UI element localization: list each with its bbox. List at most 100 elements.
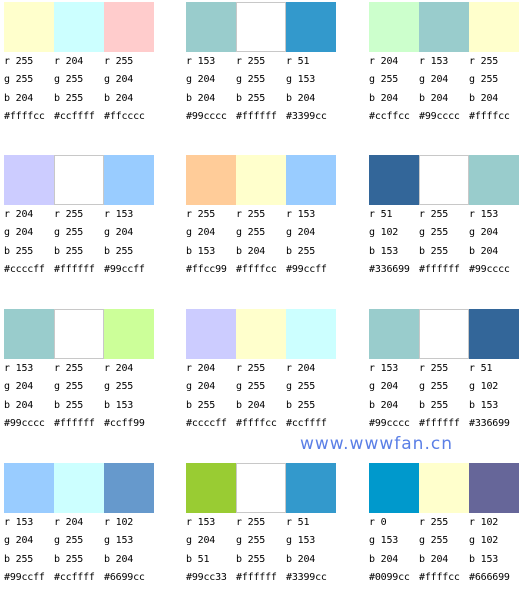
hex-code: #ffffff	[236, 110, 277, 122]
color-palette: r 51 g 102 b 153 #336699 r 255 g 255 b 255 #fff…	[369, 155, 519, 279]
hex-code: #99cccc	[419, 110, 460, 122]
swatch-row	[186, 463, 336, 513]
color-swatch	[469, 2, 519, 52]
blue-value: b 255	[4, 553, 34, 565]
red-value: r 255	[186, 209, 216, 220]
red-value: r 153	[4, 363, 34, 374]
red-value: r 204	[54, 517, 84, 528]
green-value: g 255	[419, 227, 449, 239]
hex-code: #336699	[469, 417, 510, 429]
green-value: g 153	[286, 535, 316, 547]
blue-value: b 204	[286, 553, 316, 565]
color-values: r 153 g 204 b 204 #99cccc r 255 g 255 b 255 #ff…	[369, 360, 519, 433]
red-value: r 153	[104, 209, 134, 220]
color-swatch	[236, 155, 286, 205]
color-palette: r 255 g 255 b 204 #ffffcc r 204 g 255 b 255 #cc…	[4, 2, 154, 126]
swatch-values: r 0 g 153 b 204 #0099cc	[369, 514, 419, 587]
green-value: g 204	[4, 535, 34, 547]
swatch-values: r 153 g 204 b 204 #99cccc	[186, 53, 236, 126]
color-values: r 153 g 204 b 204 #99cccc r 255 g 255 b 255 #ff…	[186, 53, 336, 126]
color-values: r 204 g 204 b 255 #ccccff r 255 g 255 b 204 #ff…	[186, 360, 336, 433]
color-swatch	[369, 155, 419, 205]
green-value: g 204	[469, 227, 499, 239]
blue-value: b 255	[286, 399, 316, 411]
swatch-values: r 51 g 102 b 153 #336699	[369, 206, 419, 279]
swatch-values: r 204 g 255 b 153 #ccff99	[104, 360, 154, 433]
color-swatch	[369, 2, 419, 52]
swatch-values: r 255 g 255 b 255 #ffffff	[236, 514, 286, 587]
color-swatch	[104, 155, 154, 205]
color-swatch	[186, 309, 236, 359]
hex-code: #6699cc	[104, 571, 145, 583]
red-value: r 153	[4, 517, 34, 528]
color-swatch	[4, 463, 54, 513]
blue-value: b 204	[469, 92, 499, 104]
color-palette: r 204 g 255 b 204 #ccffcc r 153 g 204 b 204 #99…	[369, 2, 519, 126]
red-value: r 102	[104, 517, 134, 528]
blue-value: b 153	[104, 399, 134, 411]
red-value: r 204	[54, 56, 84, 67]
blue-value: b 255	[54, 399, 84, 411]
hex-code: #ffffcc	[469, 110, 510, 122]
red-value: r 153	[419, 56, 449, 67]
hex-code: #ccffff	[54, 110, 95, 122]
swatch-values: r 153 g 204 b 255 #99ccff	[4, 514, 54, 587]
blue-value: b 204	[236, 245, 266, 257]
swatch-row	[186, 309, 336, 359]
green-value: g 255	[54, 535, 84, 547]
color-values: r 255 g 204 b 153 #ffcc99 r 255 g 255 b 204 #ff…	[186, 206, 336, 279]
swatch-row	[369, 2, 519, 52]
color-swatch	[469, 463, 519, 513]
swatch-row	[369, 155, 519, 205]
red-value: r 204	[4, 209, 34, 220]
hex-code: #ffffcc	[236, 417, 277, 429]
color-swatch	[4, 2, 54, 52]
green-value: g 255	[369, 74, 399, 86]
color-swatch	[286, 309, 336, 359]
blue-value: b 153	[469, 399, 499, 411]
red-value: r 255	[419, 209, 449, 220]
color-palette: r 153 g 204 b 204 #99cccc r 255 g 255 b 255 #ff…	[186, 2, 336, 126]
green-value: g 204	[286, 227, 316, 239]
color-swatch	[54, 2, 104, 52]
hex-code: #ccccff	[4, 263, 45, 275]
blue-value: b 204	[369, 399, 399, 411]
red-value: r 204	[186, 363, 216, 374]
blue-value: b 255	[419, 245, 449, 257]
color-swatch	[54, 309, 104, 359]
hex-code: #ffcccc	[104, 110, 145, 122]
blue-value: b 255	[186, 399, 216, 411]
blue-value: b 204	[369, 553, 399, 565]
hex-code: #99cc33	[186, 571, 227, 583]
hex-code: #ffffff	[419, 417, 460, 429]
red-value: r 255	[419, 363, 449, 374]
green-value: g 255	[236, 227, 266, 239]
red-value: r 153	[469, 209, 499, 220]
green-value: g 255	[469, 74, 499, 86]
swatch-values: r 153 g 204 b 51 #99cc33	[186, 514, 236, 587]
swatch-values: r 204 g 255 b 255 #ccffff	[286, 360, 336, 433]
green-value: g 204	[186, 535, 216, 547]
red-value: r 255	[4, 56, 34, 67]
green-value: g 204	[4, 227, 34, 239]
color-palette: r 0 g 153 b 204 #0099cc r 255 g 255 b 204 #ffff…	[369, 463, 519, 587]
color-swatch	[236, 463, 286, 513]
hex-code: #336699	[369, 263, 410, 275]
color-swatch	[54, 155, 104, 205]
blue-value: b 204	[419, 92, 449, 104]
red-value: r 51	[286, 56, 310, 67]
hex-code: #666699	[469, 571, 510, 583]
swatch-values: r 153 g 204 b 255 #99ccff	[104, 206, 154, 279]
swatch-row	[369, 463, 519, 513]
swatch-values: r 255 g 204 b 153 #ffcc99	[186, 206, 236, 279]
swatch-row	[369, 309, 519, 359]
color-swatch	[469, 309, 519, 359]
swatch-values: r 153 g 204 b 204 #99cccc	[4, 360, 54, 433]
color-palette: r 255 g 204 b 153 #ffcc99 r 255 g 255 b 204 #ff…	[186, 155, 336, 279]
red-value: r 204	[369, 56, 399, 67]
red-value: r 153	[286, 209, 316, 220]
hex-code: #99cccc	[369, 417, 410, 429]
green-value: g 255	[286, 381, 316, 393]
green-value: g 102	[369, 227, 399, 239]
color-swatch	[419, 463, 469, 513]
